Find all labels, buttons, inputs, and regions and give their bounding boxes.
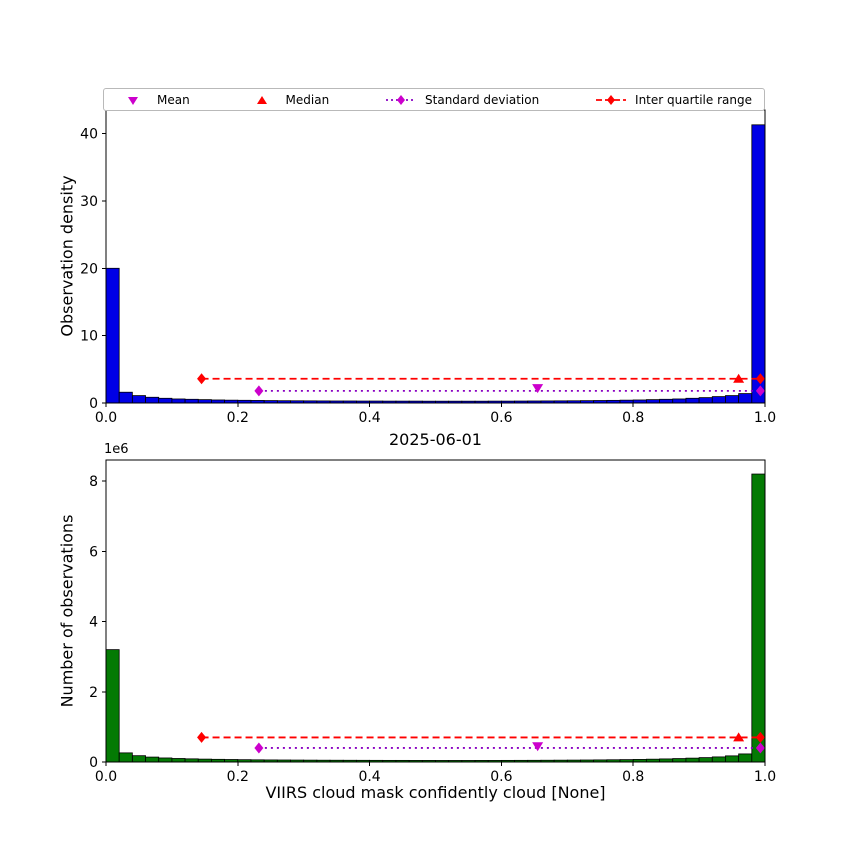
histogram-bar <box>659 398 674 404</box>
mean-triangle-down-icon <box>128 96 138 105</box>
legend-label: Mean <box>157 92 190 107</box>
histogram-bar <box>105 649 120 763</box>
histogram-bar <box>118 391 133 404</box>
histogram-bar <box>685 397 700 404</box>
histogram-bar <box>751 473 766 763</box>
legend: Mean Median Standard deviation Inter quarti… <box>103 88 765 111</box>
histogram-bar <box>118 752 133 763</box>
histogram-bar <box>698 757 713 763</box>
legend-item-median: Median <box>245 92 330 107</box>
histogram-bar <box>685 757 700 763</box>
histogram-bar <box>158 757 173 763</box>
histogram-bar <box>725 755 740 763</box>
std-diamond-icon <box>755 385 765 397</box>
legend-label: Median <box>285 92 330 107</box>
histogram-bar <box>672 398 687 404</box>
x-tick-label: 1.0 <box>754 410 776 426</box>
legend-item-inter-quartile-range: Inter quartile range <box>594 93 752 107</box>
histogram-bar <box>158 397 173 404</box>
x-axis-label: VIIRS cloud mask confidently cloud [None… <box>265 783 606 802</box>
top-y-axis-label: Observation density <box>57 175 77 337</box>
chart-title: 2025-06-01 <box>389 430 482 449</box>
median-triangle-up-icon <box>256 95 267 104</box>
histogram-bar <box>145 756 160 763</box>
histogram-bar <box>725 395 740 404</box>
y-tick-label: 8 <box>89 474 98 490</box>
histogram-bar <box>698 397 713 404</box>
histogram-bar <box>711 756 726 763</box>
x-tick-label: 0.8 <box>622 769 644 785</box>
x-tick-label: 0.6 <box>490 410 512 426</box>
y-tick-label: 40 <box>80 127 98 143</box>
axes-spine <box>105 109 766 404</box>
axes-spine <box>105 459 766 763</box>
histogram-bar <box>645 399 660 404</box>
iqr-diamond-icon <box>197 373 207 385</box>
y-tick-label: 4 <box>89 615 98 631</box>
std-dev-line-icon <box>386 94 417 105</box>
histogram-bar <box>184 398 199 404</box>
histogram-bar <box>197 399 212 404</box>
histogram-bar <box>751 124 766 404</box>
histogram-bar <box>672 758 687 763</box>
histogram-bar <box>105 267 120 404</box>
y-tick-label: 10 <box>80 329 98 345</box>
histogram-bar <box>131 755 146 763</box>
y-tick-label: 2 <box>89 685 98 701</box>
legend-item-standard-deviation: Standard deviation <box>384 93 539 107</box>
x-tick-label: 1.0 <box>754 769 776 785</box>
std-diamond-icon <box>254 385 264 397</box>
histogram-bar <box>131 395 146 404</box>
histogram-bar <box>738 393 753 404</box>
histogram-bar <box>711 396 726 404</box>
y-tick-label: 30 <box>80 194 98 210</box>
median-triangle-up-icon <box>733 373 745 383</box>
y-tick-label: 0 <box>89 755 98 771</box>
bottom-y-axis-label: Number of observations <box>57 514 77 708</box>
iqr-diamond-icon <box>755 373 765 385</box>
histogram-bar <box>145 396 160 404</box>
iqr-line-icon <box>596 94 627 105</box>
iqr-diamond-icon <box>755 731 765 743</box>
legend-label: Inter quartile range <box>635 92 752 107</box>
mean-triangle-down-icon <box>532 742 544 752</box>
std-diamond-icon <box>755 742 765 754</box>
histogram-bar <box>738 753 753 763</box>
legend-label: Standard deviation <box>425 92 540 107</box>
x-tick-label: 0.0 <box>95 410 117 426</box>
iqr-diamond-icon <box>197 731 207 743</box>
y-tick-label: 20 <box>80 261 98 277</box>
x-tick-label: 0.4 <box>358 769 380 785</box>
legend-item-mean: Mean <box>116 93 190 107</box>
x-tick-label: 0.4 <box>358 410 380 426</box>
histogram-bar <box>171 758 186 763</box>
y-axis-offset-text: 1e6 <box>104 442 129 457</box>
histogram-bar <box>171 398 186 404</box>
x-tick-label: 0.6 <box>490 769 512 785</box>
x-tick-label: 0.2 <box>227 410 249 426</box>
x-tick-label: 0.2 <box>227 769 249 785</box>
mean-triangle-down-icon <box>532 384 544 394</box>
y-tick-label: 6 <box>89 544 98 560</box>
x-tick-label: 0.8 <box>622 410 644 426</box>
y-tick-label: 0 <box>89 396 98 412</box>
std-diamond-icon <box>254 742 264 754</box>
x-tick-label: 0.0 <box>95 769 117 785</box>
median-triangle-up-icon <box>733 732 745 742</box>
